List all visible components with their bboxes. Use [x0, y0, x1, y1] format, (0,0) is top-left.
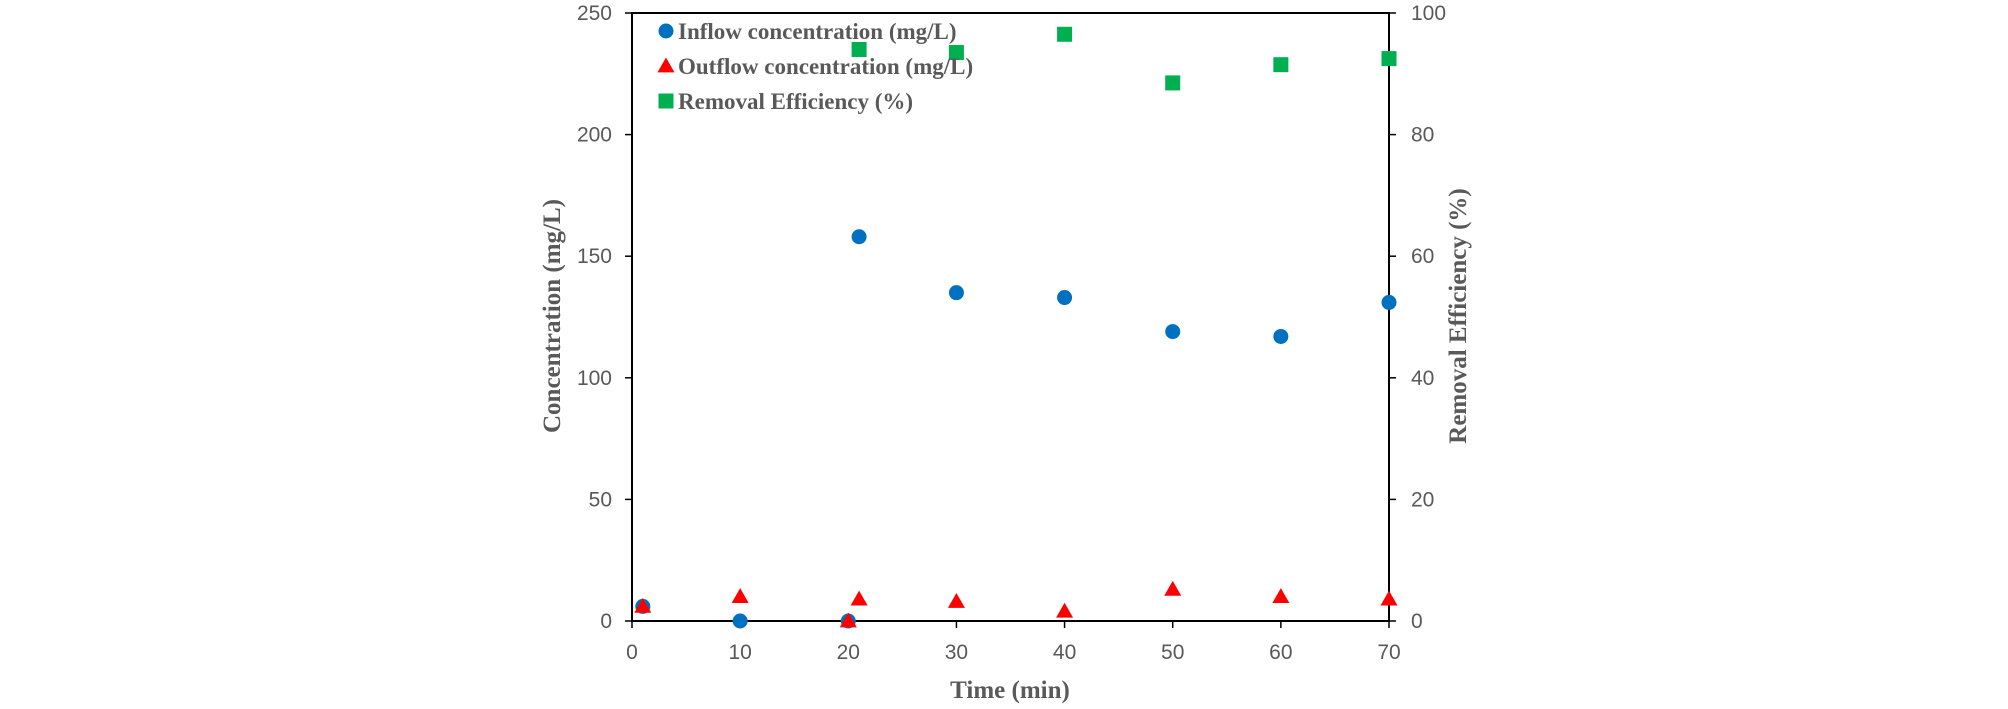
legend-item-outflow-marker — [657, 57, 675, 73]
outflow-point — [839, 612, 857, 628]
right-tick-label: 100 — [1411, 2, 1446, 25]
inflow-point — [1273, 328, 1289, 344]
legend-item-removal-efficiency-label: Removal Efficiency (%) — [678, 89, 913, 114]
outflow-point — [1056, 602, 1074, 618]
plot-border — [631, 12, 1390, 622]
right-tick-label: 80 — [1411, 124, 1434, 147]
outflow-point — [1164, 580, 1182, 596]
left-tick-label: 50 — [589, 488, 612, 511]
legend-item-inflow-marker — [658, 23, 674, 39]
x-tick-label: 60 — [1269, 641, 1292, 664]
x-tick-label: 10 — [728, 641, 751, 664]
outflow-point — [731, 588, 749, 604]
legend-item-removal-efficiency: Removal Efficiency (%) — [658, 89, 913, 114]
removal-efficiency-point — [948, 45, 964, 61]
left-tick-label: 250 — [577, 2, 612, 25]
outflow-point — [1380, 590, 1398, 606]
legend-item-removal-efficiency-marker — [658, 93, 674, 109]
left-tick-label: 100 — [577, 367, 612, 390]
inflow-point — [1381, 294, 1397, 310]
outflow-point — [947, 593, 965, 608]
inflow-point — [1165, 324, 1181, 340]
legend-item-inflow-label: Inflow concentration (mg/L) — [678, 19, 957, 44]
right-axis-ticks: 0 20 40 60 80 100 — [1389, 2, 1446, 633]
inflow-point — [732, 613, 748, 629]
legend-item-outflow-label: Outflow concentration (mg/L) — [678, 54, 973, 79]
x-tick-label: 50 — [1161, 641, 1184, 664]
legend: Inflow concentration (mg/L) Outflow conce… — [657, 19, 973, 114]
left-tick-label: 200 — [577, 124, 612, 147]
right-tick-label: 40 — [1411, 367, 1434, 390]
removal-efficiency-point — [1165, 75, 1181, 91]
plot-area — [631, 12, 1390, 622]
inflow-point — [1057, 290, 1073, 306]
right-tick-label: 20 — [1411, 488, 1434, 511]
left-axis-ticks: 0 50 100 150 200 250 — [577, 2, 632, 633]
x-tick-label: 20 — [837, 641, 860, 664]
x-axis-ticks: 0 10 20 30 40 50 60 70 — [626, 621, 1401, 664]
removal-efficiency-point — [1273, 57, 1289, 73]
left-tick-label: 0 — [600, 610, 612, 633]
right-axis-title: Removal Efficiency (%) — [1445, 188, 1472, 443]
x-tick-label: 70 — [1377, 641, 1400, 664]
right-tick-label: 0 — [1411, 610, 1423, 633]
x-tick-label: 40 — [1053, 641, 1076, 664]
x-axis-title: Time (min) — [950, 677, 1070, 704]
removal-efficiency-point — [851, 41, 867, 57]
data-markers — [634, 26, 1398, 629]
outflow-point — [634, 597, 652, 613]
legend-item-outflow: Outflow concentration (mg/L) — [657, 54, 973, 79]
outflow-point — [1272, 588, 1290, 604]
removal-efficiency-point — [1057, 26, 1073, 42]
outflow-point — [850, 590, 868, 606]
left-axis-title: Concentration (mg/L) — [539, 199, 566, 433]
inflow-point — [851, 229, 867, 245]
x-tick-label: 30 — [945, 641, 968, 664]
left-tick-label: 150 — [577, 245, 612, 268]
x-tick-label: 0 — [626, 641, 638, 664]
right-tick-label: 60 — [1411, 245, 1434, 268]
removal-efficiency-point — [1381, 51, 1397, 67]
legend-item-inflow: Inflow concentration (mg/L) — [658, 19, 957, 44]
inflow-point — [948, 285, 964, 301]
